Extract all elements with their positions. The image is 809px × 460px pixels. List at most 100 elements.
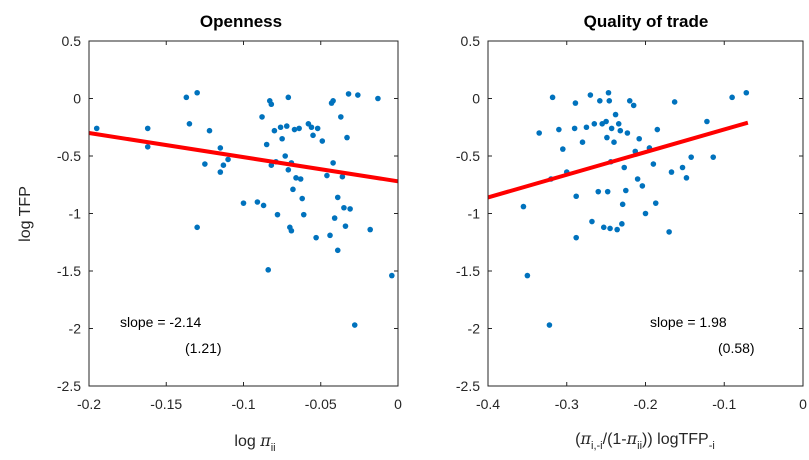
openness-data-point [330,98,336,104]
openness-data-point [93,125,100,132]
openness-data-point [285,94,292,101]
openness-data-point [339,173,346,180]
quality-x-tick-label: 0 [799,396,807,412]
openness-data-point [291,126,298,133]
quality-data-point [583,124,590,131]
openness-data-point [296,125,302,132]
quality-data-point [611,139,617,145]
openness-data-point [194,224,200,231]
openness-data-point [274,211,281,218]
openness-data-point [206,127,213,134]
quality-x-tick-label: -0.3 [555,396,579,412]
openness-data-point [254,199,261,205]
openness-data-point [347,206,353,212]
quality-data-point [520,203,527,210]
openness-data-point [220,162,227,168]
quality-data-point [560,146,566,152]
openness-ticks: -0.2 -0.15 -0.1 -0.05 0 0.5 0 -0.5 -1 -1.5 -2 -2.5 [57,33,402,412]
openness-data-point [310,132,316,139]
openness-data-point [194,89,200,96]
quality-data-point [556,126,562,133]
openness-data-point [217,145,224,151]
quality-data-point [666,229,672,235]
openness-data-point [367,226,373,233]
openness-fit-line [88,131,399,184]
openness-data-point [300,211,307,218]
quality-y-tick-label: -2.5 [456,378,480,394]
quality-data-point [683,175,690,181]
openness-data-point [345,91,352,97]
quality-data-point [571,125,578,132]
quality-data-point [626,98,633,104]
openness-data-point [144,144,151,150]
quality-y-tick-label: 0 [472,91,480,107]
openness-data-point [297,176,304,182]
openness-slope-se: (1.21) [185,340,222,356]
openness-y-tick-label: -1.5 [57,263,81,279]
openness-x-tick-label: -0.1 [231,396,255,412]
quality-slope-se: (0.58) [718,340,755,356]
openness-data-point [260,202,267,209]
quality-data-point [536,130,542,136]
openness-data-point [290,186,296,193]
openness-data-point [268,101,275,108]
openness-data-point [344,134,350,141]
quality-data-point [589,218,595,225]
quality-data-point [605,89,612,96]
quality-y-tick-label: -0.5 [456,148,480,164]
openness-data-point [271,127,278,134]
openness-data-point [313,234,319,241]
quality-of-trade-panel: -0.4 -0.3 -0.2 -0.1 0 0.5 0 -0.5 -1 -1.5 -2 -2.5 Qu… [456,12,807,452]
quality-data-point [624,130,631,136]
openness-data-point [299,195,306,202]
openness-data-point [285,167,292,173]
openness-data-point [351,322,358,328]
quality-data-point [600,224,607,231]
quality-data-point [743,89,750,96]
openness-data-point [217,169,224,175]
openness-data-point [225,156,231,163]
quality-data-point [595,188,602,195]
quality-data-point [623,187,629,194]
openness-data-point [183,94,190,101]
quality-data-point [524,272,531,279]
quality-data-point [671,99,678,105]
openness-data-point [268,162,275,168]
quality-data-point [572,100,579,106]
openness-y-tick-label: -2 [69,321,82,337]
quality-data-point [573,234,579,241]
openness-data-point [277,124,284,131]
openness-data-point [327,232,333,239]
openness-panel: -0.2 -0.15 -0.1 -0.05 00.50-0.5-1-1.5-2-2.5 … [17,12,402,454]
quality-data-point [603,118,609,125]
openness-data-point [202,161,208,167]
openness-data-point [324,172,330,179]
quality-data-point [597,98,603,104]
quality-xlabel: (πi,-i/(1-πii)) logTFP-i [575,429,715,452]
openness-data-point [341,204,347,211]
openness-data-point [186,121,193,127]
openness-data-point [279,135,285,142]
quality-data-point [606,98,613,104]
quality-data-point [630,102,637,109]
openness-y-tick-label: 0.5 [62,33,82,49]
quality-data-point [607,225,613,232]
quality-y-tick-label: 0.5 [461,33,481,49]
quality-data-point [619,221,625,227]
openness-title: Openness [200,12,282,31]
quality-data-point [604,188,611,195]
quality-data-point [573,193,579,200]
openness-data-point [240,200,247,206]
openness-data-point [314,125,321,132]
quality-data-point [549,94,556,101]
quality-y-tick-label: -2 [468,321,481,337]
quality-data-point [652,200,659,206]
quality-slope-text: slope = 1.98 [650,314,727,330]
openness-data-point [259,114,265,120]
quality-data-point [604,134,610,141]
quality-data-point [608,125,615,132]
quality-fit-line [487,120,749,200]
quality-points [520,89,750,328]
openness-y-tick-label: -2.5 [57,378,81,394]
openness-data-point [293,175,299,181]
